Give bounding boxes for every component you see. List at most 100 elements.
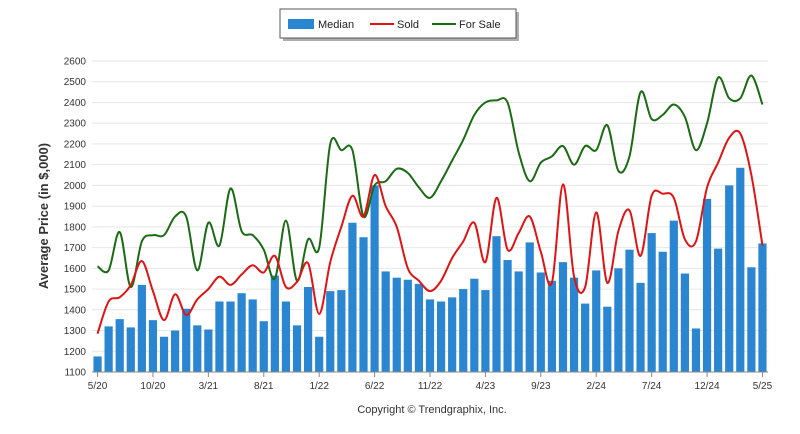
median-bar — [592, 270, 601, 372]
y-tick-label: 1300 — [64, 326, 87, 337]
legend-sold-label: Sold — [397, 19, 419, 31]
median-bar — [714, 248, 723, 372]
median-bar — [459, 289, 468, 372]
y-tick-label: 2100 — [64, 160, 87, 171]
legend: Median Sold For Sale — [279, 8, 519, 41]
x-tick-label: 5/20 — [88, 381, 108, 392]
median-bar — [569, 277, 579, 372]
median-bar — [270, 275, 279, 372]
median-bar — [303, 286, 313, 372]
median-bar — [237, 293, 246, 372]
copyright-credit: Copyright © Trendgraphix, Inc. — [357, 404, 506, 416]
y-tick-label: 1100 — [64, 368, 86, 379]
median-bar — [182, 308, 191, 372]
median-bar — [614, 268, 623, 372]
x-tick-label: 5/25 — [753, 381, 773, 392]
median-bar — [448, 297, 457, 372]
median-bar — [204, 329, 213, 372]
median-bar — [126, 327, 135, 372]
median-bar — [137, 284, 146, 372]
median-bar — [326, 291, 335, 372]
y-axis-title: Average Price (in $,000) — [36, 143, 51, 289]
median-bar — [148, 320, 158, 372]
median-bar — [104, 326, 113, 372]
sold-line — [96, 129, 764, 334]
legend-box — [279, 8, 517, 39]
y-tick-label: 2600 — [64, 57, 87, 68]
x-tick-label: 2/24 — [586, 381, 606, 392]
median-bar — [370, 185, 379, 372]
x-tick-label: 8/21 — [254, 381, 274, 392]
median-bar — [636, 282, 645, 372]
median-bar — [669, 220, 678, 372]
y-tick-label: 1800 — [64, 222, 87, 233]
x-tick-label: 1/22 — [309, 381, 329, 392]
median-bar — [536, 272, 545, 372]
median-bar — [691, 328, 701, 372]
median-bar — [625, 249, 634, 372]
y-tick-label: 1700 — [64, 243, 87, 254]
y-tick-label: 1600 — [64, 264, 87, 275]
median-bar — [481, 290, 490, 372]
legend-median-swatch — [288, 19, 314, 29]
x-tick-label: 10/20 — [140, 381, 165, 392]
y-tick-label: 1500 — [64, 285, 87, 296]
median-bar — [248, 299, 257, 372]
median-bar — [348, 222, 357, 372]
median-bar — [558, 262, 568, 372]
median-bar — [381, 271, 390, 372]
x-tick-label: 3/21 — [199, 381, 219, 392]
median-bar — [171, 330, 180, 372]
median-bar — [525, 242, 534, 372]
x-tick-label: 7/24 — [642, 381, 662, 392]
median-bar — [292, 325, 302, 372]
y-tick-label: 1400 — [64, 305, 87, 316]
x-axis-ticks: 5/20 10/20 3/21 8/21 1/22 6/22 11/22 4/23 9/23 2/… — [88, 372, 773, 392]
median-bar — [470, 278, 479, 372]
median-bar — [758, 243, 767, 372]
median-bar — [492, 236, 501, 372]
median-bar — [159, 336, 169, 372]
median-bar — [281, 301, 291, 372]
x-tick-label: 6/22 — [365, 381, 385, 392]
median-bar — [647, 233, 656, 372]
x-tick-label: 11/22 — [418, 381, 443, 392]
median-bar — [226, 301, 235, 372]
median-bar — [503, 260, 512, 372]
median-bar — [315, 336, 324, 372]
median-bars — [93, 167, 767, 372]
x-tick-label: 12/24 — [695, 381, 720, 392]
y-tick-label: 1900 — [64, 202, 87, 213]
median-bar — [259, 321, 268, 372]
median-bar — [215, 301, 224, 372]
trend-lines — [96, 74, 764, 334]
median-bar — [337, 290, 346, 372]
y-tick-label: 2200 — [64, 139, 87, 150]
x-tick-label: 4/23 — [476, 381, 496, 392]
y-tick-label: 2500 — [64, 77, 87, 88]
median-bar — [702, 198, 712, 372]
median-bar — [115, 319, 124, 372]
median-bar — [514, 271, 523, 372]
median-bar — [392, 277, 401, 372]
y-tick-label: 2000 — [64, 181, 87, 192]
median-bar — [725, 185, 734, 372]
median-bar — [680, 273, 689, 372]
median-bar — [436, 301, 446, 372]
y-axis-ticks: 1100 1200 1300 1400 1500 1600 1700 1800 1900 2000… — [64, 57, 87, 379]
median-bar — [414, 283, 424, 372]
median-bar — [736, 167, 745, 372]
median-bar — [359, 237, 368, 372]
median-bar — [403, 279, 412, 372]
y-tick-label: 2300 — [64, 119, 87, 130]
median-bar — [193, 325, 202, 372]
median-bar — [547, 280, 557, 372]
for-sale-line — [96, 74, 764, 288]
median-bar — [425, 299, 435, 372]
median-bar — [658, 251, 667, 372]
median-bar — [93, 356, 102, 372]
median-bar — [603, 306, 612, 372]
legend-median-label: Median — [318, 19, 354, 31]
y-tick-label: 2400 — [64, 98, 87, 109]
